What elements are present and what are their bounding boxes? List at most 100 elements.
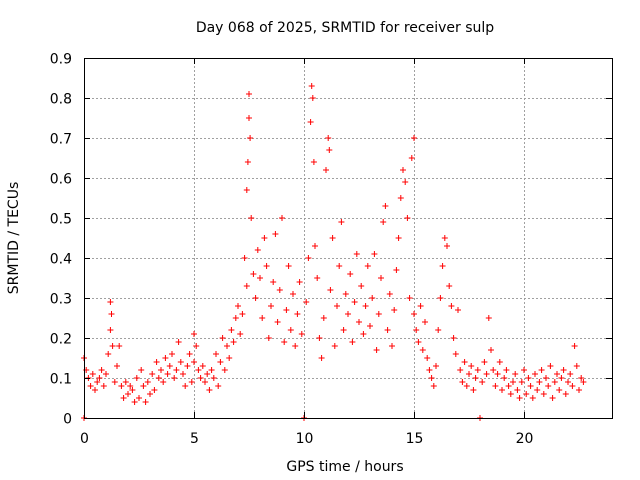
data-point	[303, 299, 310, 305]
data-point	[446, 283, 453, 289]
data-point	[485, 315, 492, 321]
data-point	[474, 367, 481, 373]
data-point	[375, 311, 382, 317]
data-point	[323, 167, 329, 173]
data-point	[512, 371, 519, 377]
data-point	[111, 379, 118, 385]
data-point	[312, 243, 318, 249]
data-point	[158, 367, 164, 373]
y-tick-label: 0.8	[50, 92, 72, 108]
data-point	[389, 343, 395, 349]
data-point	[448, 303, 455, 309]
data-point	[362, 303, 369, 309]
data-point	[243, 187, 250, 193]
data-point	[226, 355, 233, 361]
data-point	[213, 351, 219, 357]
data-point	[426, 367, 433, 373]
data-point	[578, 375, 585, 381]
data-point	[254, 247, 261, 253]
y-tick-label: 0.2	[50, 332, 72, 348]
data-point	[96, 375, 103, 381]
data-point	[422, 319, 428, 325]
data-point	[373, 347, 380, 353]
data-point	[441, 235, 448, 241]
data-point	[173, 367, 180, 373]
data-point	[197, 375, 204, 381]
data-point	[221, 367, 228, 373]
data-point	[149, 371, 156, 377]
data-point	[538, 367, 545, 373]
data-point	[310, 159, 317, 165]
data-point	[155, 375, 162, 381]
data-point	[378, 275, 384, 281]
y-axis-tick-labels: 0 0.1 0.2 0.3 0.4 0.5 0.6 0.7 0.8 0.9	[50, 52, 72, 428]
data-point	[153, 359, 160, 365]
data-point	[340, 327, 347, 333]
data-point	[580, 379, 587, 385]
data-point	[534, 387, 541, 393]
data-point	[569, 383, 576, 389]
data-point	[481, 359, 488, 365]
data-point	[488, 347, 494, 353]
data-point	[380, 219, 387, 225]
data-point	[404, 215, 411, 221]
data-point	[492, 383, 499, 389]
y-tick-label: 0	[63, 412, 72, 428]
grid	[84, 58, 612, 418]
data-point	[525, 375, 532, 381]
data-point	[529, 395, 536, 401]
data-point	[208, 367, 215, 373]
data-point	[367, 323, 373, 329]
data-point	[107, 327, 114, 333]
data-point	[532, 371, 538, 377]
data-point	[334, 303, 340, 309]
data-point	[125, 391, 131, 397]
data-point	[127, 383, 134, 389]
data-point	[567, 371, 574, 377]
y-tick-label: 0.3	[50, 292, 72, 308]
data-point	[239, 311, 246, 317]
data-point	[147, 391, 153, 397]
data-point	[118, 383, 125, 389]
data-point	[560, 367, 567, 373]
data-point	[483, 371, 490, 377]
data-point	[345, 311, 351, 317]
data-point	[463, 383, 470, 389]
data-point	[199, 363, 206, 369]
data-point	[496, 359, 503, 365]
x-tick-label: 5	[190, 431, 199, 447]
data-point	[411, 135, 417, 141]
data-point	[144, 379, 151, 385]
data-point	[472, 375, 479, 381]
data-point	[514, 387, 521, 393]
data-point	[455, 307, 461, 313]
data-point	[386, 291, 393, 297]
data-point	[329, 235, 336, 241]
data-point	[235, 303, 241, 309]
data-point	[261, 235, 268, 241]
data-point	[94, 379, 101, 385]
data-point	[244, 159, 251, 165]
data-point	[402, 179, 409, 185]
data-point	[274, 319, 281, 325]
data-point	[160, 379, 167, 385]
y-tick-label: 0.6	[50, 172, 72, 188]
data-point	[177, 359, 184, 365]
data-point	[247, 135, 254, 141]
x-axis-label: GPS time / hours	[286, 459, 403, 475]
data-point	[523, 391, 530, 397]
data-point	[175, 339, 182, 345]
data-point	[364, 263, 371, 269]
data-point	[395, 235, 402, 241]
chart-title: Day 068 of 2025, SRMTID for receiver sul…	[196, 20, 494, 36]
data-point	[468, 363, 475, 369]
data-point	[182, 383, 189, 389]
data-point	[87, 383, 94, 389]
data-point	[433, 363, 439, 369]
data-point	[369, 295, 376, 301]
data-point	[248, 215, 255, 221]
data-point	[347, 271, 354, 277]
data-point	[470, 387, 477, 393]
data-point	[191, 359, 197, 365]
